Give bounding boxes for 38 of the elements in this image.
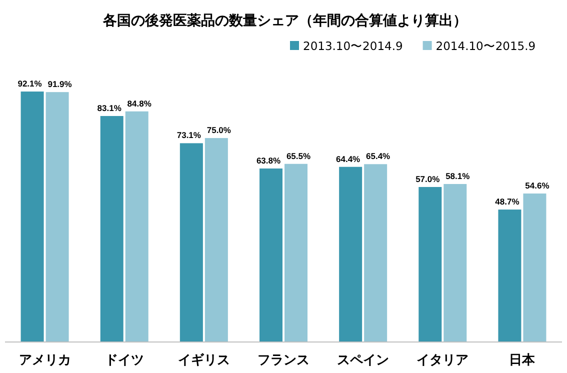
x-tick-label: イギリス <box>178 353 230 368</box>
data-label: 83.1% <box>97 103 122 114</box>
data-label: 84.8% <box>127 98 152 108</box>
data-label: 64.4% <box>336 154 361 164</box>
data-label: 92.1% <box>18 78 42 89</box>
data-label: 91.9% <box>48 79 72 90</box>
bar <box>364 164 388 342</box>
data-label: 73.1% <box>176 130 202 140</box>
data-label: 65.4% <box>366 151 391 162</box>
bar <box>498 210 522 342</box>
bar <box>204 138 228 342</box>
bar <box>444 184 467 342</box>
x-tick-label: フランス <box>258 353 310 368</box>
x-tick-label: ドイツ <box>104 353 144 368</box>
data-label: 65.5% <box>286 150 311 161</box>
chart-title: 各国の後発医薬品の数量シェア（年間の合算値より算出） <box>102 13 467 29</box>
data-label: 48.7% <box>495 196 520 207</box>
data-label: 58.1% <box>446 171 470 181</box>
data-label: 75.0% <box>206 125 232 136</box>
x-tick-label: スペイン <box>337 353 390 368</box>
bar <box>46 92 69 342</box>
data-label: 63.8% <box>256 156 281 166</box>
bar <box>418 186 442 342</box>
bar <box>260 168 282 342</box>
bar <box>523 194 546 342</box>
bar <box>284 164 308 342</box>
bar <box>339 166 362 342</box>
data-label: 54.6% <box>525 180 550 191</box>
bar <box>180 143 203 342</box>
x-tick-label: イタリア <box>416 353 469 368</box>
bar <box>20 92 44 342</box>
x-tick-label: アメリカ <box>18 353 71 368</box>
bar <box>100 116 124 342</box>
legend-label: 2014.10〜2015.9 <box>436 39 536 53</box>
legend-label: 2013.10〜2014.9 <box>303 39 403 53</box>
bar <box>125 111 148 342</box>
x-tick-label: 日本 <box>509 353 536 368</box>
data-label: 57.0% <box>416 174 440 184</box>
